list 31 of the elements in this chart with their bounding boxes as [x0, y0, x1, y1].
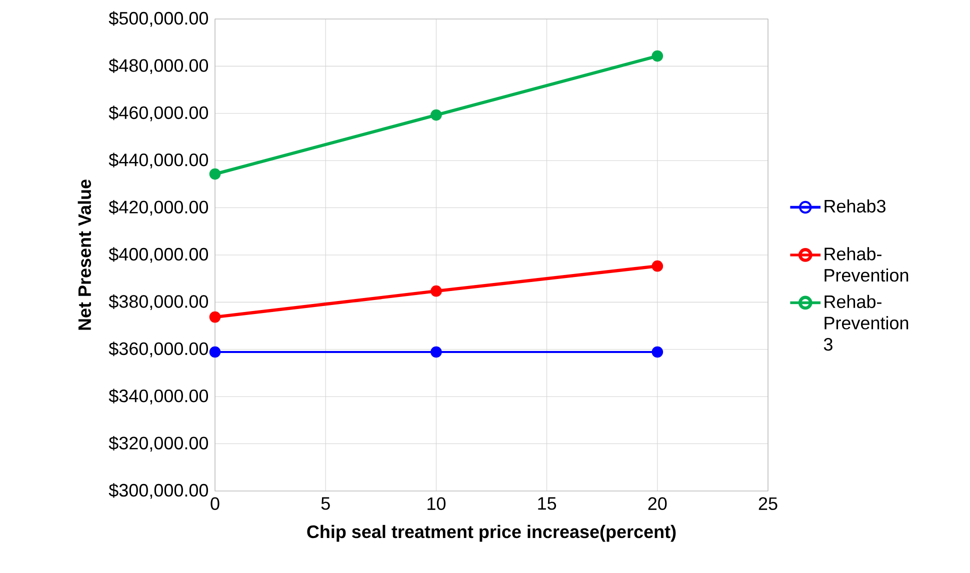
y-tick-label: $380,000.00 [108, 294, 208, 310]
legend-label: Rehab-Prevention 3 [824, 294, 908, 351]
point [430, 285, 442, 297]
x-tick-label: 20 [648, 497, 667, 510]
x-tick-label: 5 [321, 497, 330, 510]
y-tick-label: $500,000.00 [108, 11, 208, 27]
point [209, 311, 221, 323]
point [209, 346, 221, 358]
y-tick-label: $460,000.00 [108, 106, 208, 122]
point [430, 109, 442, 121]
y-tick-label: $320,000.00 [108, 436, 208, 452]
y-axis-title: Net Present Value [78, 180, 92, 330]
x-tick-label: 25 [758, 497, 778, 510]
point [209, 168, 221, 180]
x-axis-title: Chip seal treatment price increase(percent) [307, 524, 676, 542]
point [430, 346, 442, 358]
y-tick-label: $360,000.00 [108, 342, 208, 358]
x-tick-label: 10 [428, 497, 446, 510]
legend-label: Rehab-Prevention [824, 247, 908, 282]
x-tick-label: 15 [538, 497, 556, 510]
x-tick-label: 0 [210, 497, 220, 510]
y-tick-label: $300,000.00 [108, 483, 208, 499]
point [652, 346, 664, 358]
y-tick-label: $400,000.00 [108, 247, 208, 263]
legend-label: Rehab3 [824, 199, 886, 213]
y-tick-label: $420,000.00 [108, 200, 208, 216]
y-tick-label: $480,000.00 [108, 58, 208, 74]
point [652, 260, 664, 272]
point [652, 50, 664, 62]
y-tick-label: $340,000.00 [108, 388, 208, 404]
y-tick-label: $440,000.00 [108, 152, 208, 168]
